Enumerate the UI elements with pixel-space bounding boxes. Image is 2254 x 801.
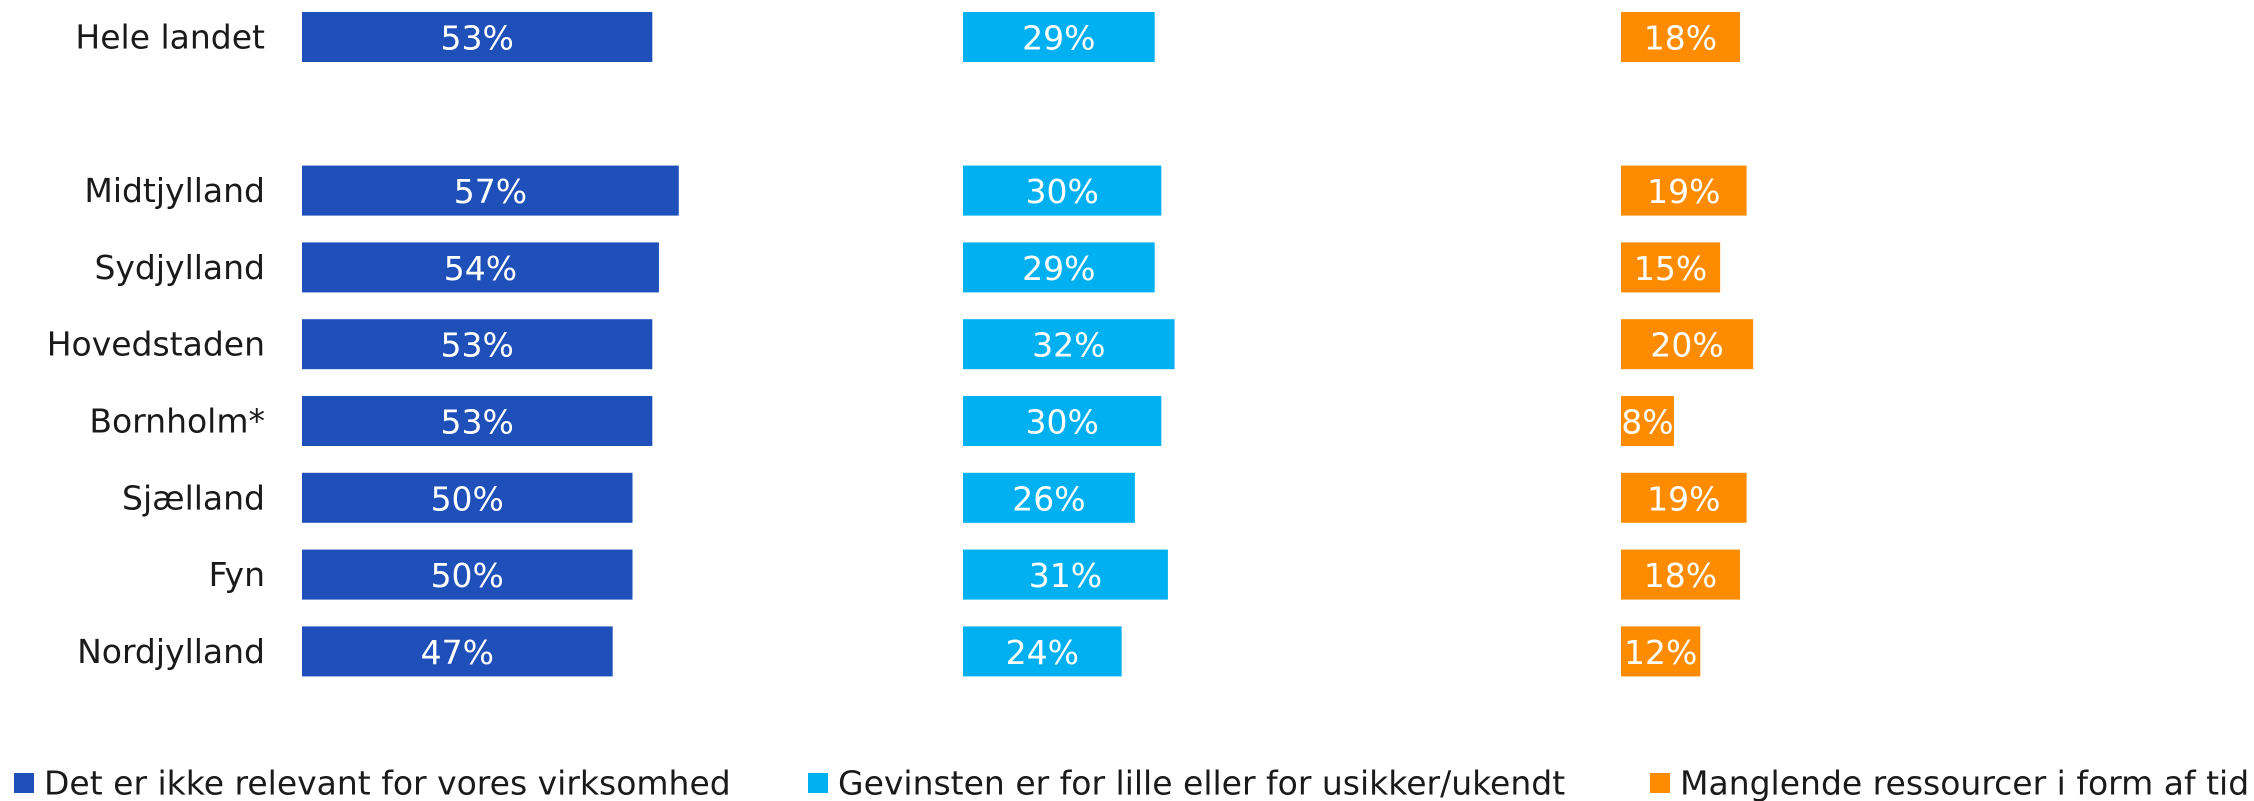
- bar: [1621, 319, 1754, 370]
- bar: [1621, 12, 1740, 62]
- value-label: 19%: [1647, 172, 1720, 211]
- bar: [963, 242, 1155, 293]
- legend-swatch: [1650, 773, 1670, 793]
- bar: [1621, 396, 1674, 446]
- value-label: 8%: [1621, 403, 1673, 442]
- category-label: Hele landet: [75, 18, 265, 57]
- bar: [1621, 549, 1740, 600]
- legend-label: Det er ikke relevant for vores virksomhe…: [44, 764, 731, 801]
- bar: [963, 12, 1155, 62]
- value-label: 24%: [1006, 633, 1079, 672]
- bar: [1621, 242, 1721, 293]
- value-label: 18%: [1644, 556, 1717, 595]
- value-label: 15%: [1634, 249, 1707, 288]
- bar: [302, 242, 659, 293]
- value-label: 18%: [1644, 19, 1717, 58]
- bar: [302, 472, 633, 523]
- bar: [302, 396, 653, 446]
- value-label: 53%: [440, 19, 513, 58]
- category-label: Midtjylland: [84, 171, 265, 210]
- category-label: Sydjylland: [94, 248, 265, 287]
- legend-swatch: [14, 773, 34, 793]
- legend-label: Gevinsten er for lille eller for usikker…: [838, 764, 1565, 801]
- value-label: 50%: [431, 556, 504, 595]
- value-label: 29%: [1022, 249, 1095, 288]
- value-label: 26%: [1012, 479, 1085, 518]
- bar: [302, 626, 613, 677]
- value-label: 20%: [1650, 326, 1723, 365]
- legend-swatch: [808, 773, 828, 793]
- bar: [963, 626, 1122, 677]
- category-label: Hovedstaden: [47, 325, 265, 364]
- value-label: 54%: [444, 249, 517, 288]
- bar: [1621, 165, 1747, 216]
- value-label: 30%: [1025, 403, 1098, 442]
- value-label: 30%: [1025, 172, 1098, 211]
- value-label: 50%: [431, 479, 504, 518]
- bar: [963, 165, 1162, 216]
- bar: [1621, 626, 1701, 677]
- bar: [963, 549, 1168, 600]
- category-label: Fyn: [209, 555, 265, 594]
- value-label: 19%: [1647, 479, 1720, 518]
- bar: [302, 165, 679, 216]
- category-label: Sjælland: [122, 478, 265, 517]
- bar: [963, 319, 1175, 370]
- value-label: 57%: [454, 172, 527, 211]
- value-label: 29%: [1022, 19, 1095, 58]
- value-label: 47%: [421, 633, 494, 672]
- value-label: 53%: [440, 326, 513, 365]
- bar: [963, 472, 1135, 523]
- bar: [302, 319, 653, 370]
- category-label: Bornholm*: [89, 402, 265, 441]
- bar: [963, 396, 1162, 446]
- value-label: 32%: [1032, 326, 1105, 365]
- value-label: 31%: [1029, 556, 1102, 595]
- legend-label: Manglende ressourcer i form af tid: [1680, 764, 2249, 801]
- value-label: 53%: [440, 403, 513, 442]
- category-label: Nordjylland: [77, 632, 265, 671]
- bar: [302, 12, 653, 62]
- bar: [1621, 472, 1747, 523]
- bar: [302, 549, 633, 600]
- value-label: 12%: [1624, 633, 1697, 672]
